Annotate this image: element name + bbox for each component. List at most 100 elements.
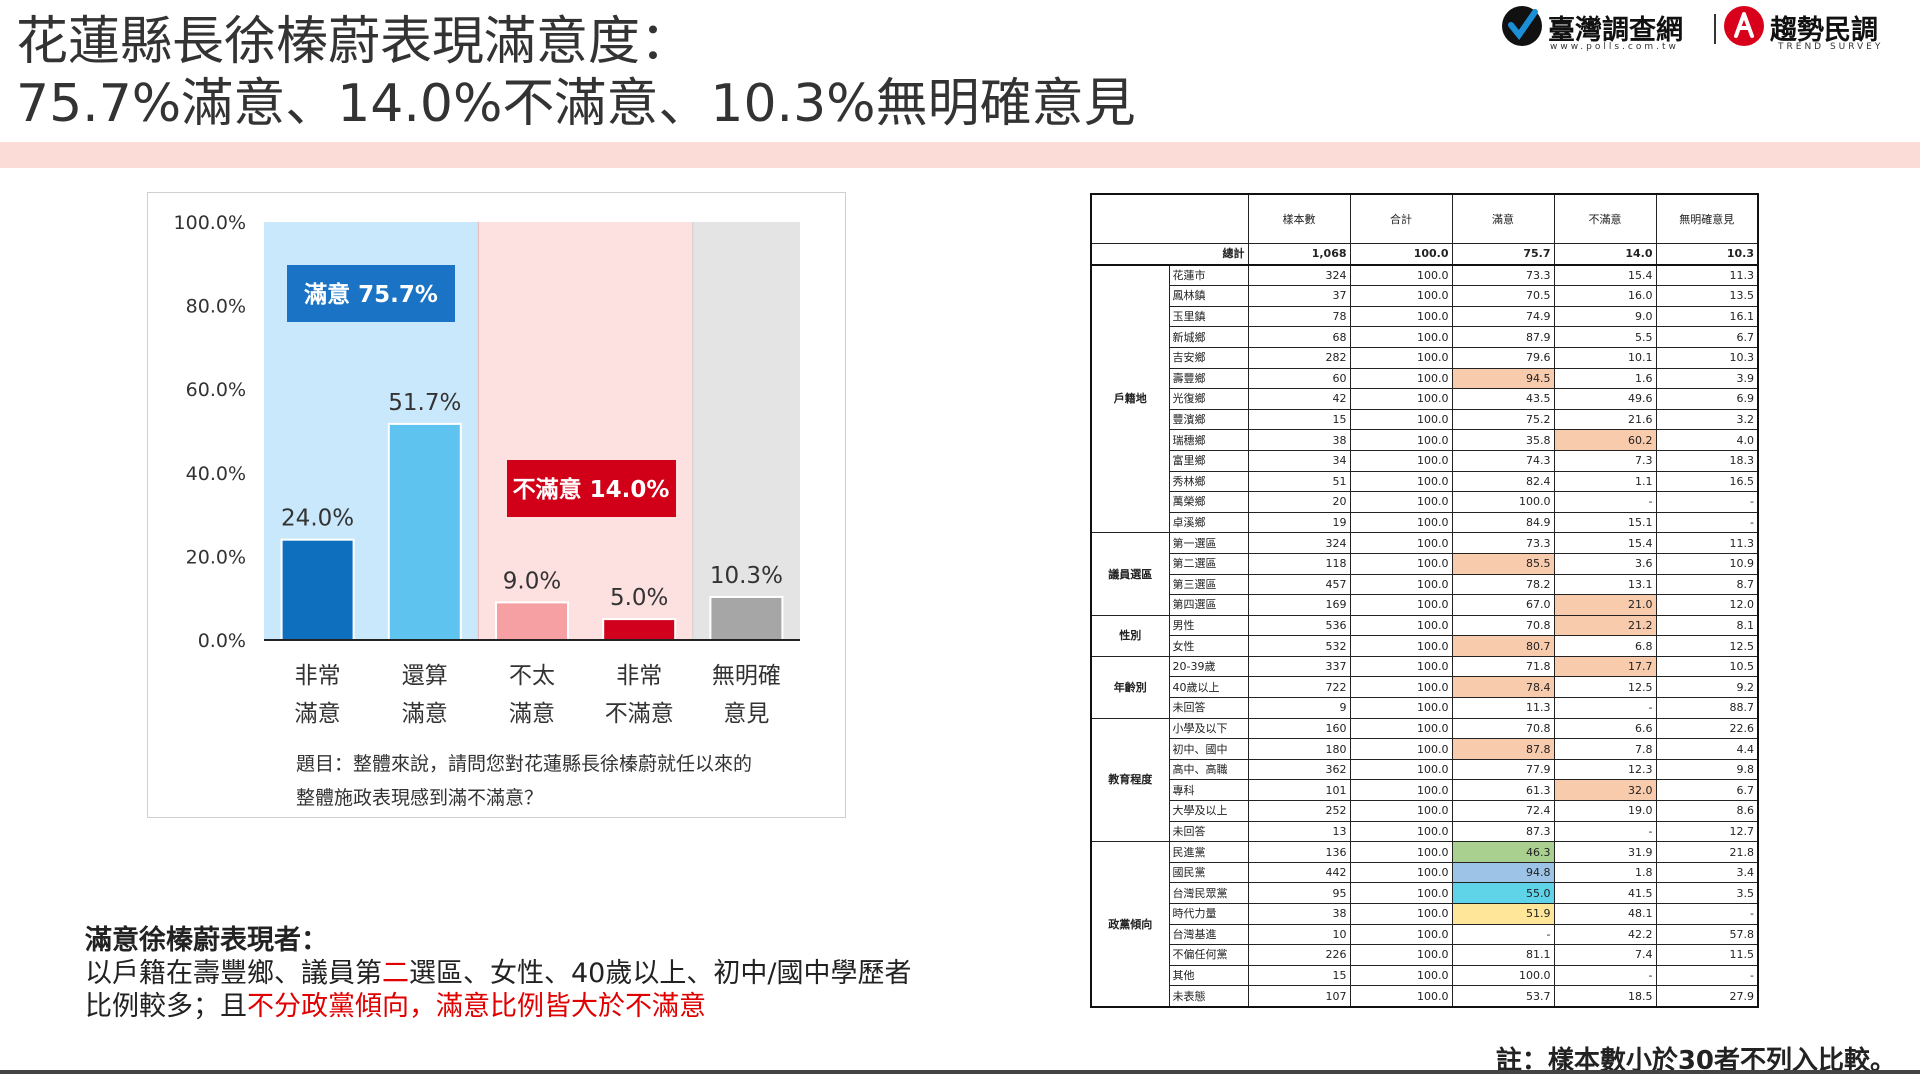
table-cell: 6.8 — [1553, 635, 1657, 657]
table-cell: 722 — [1247, 676, 1351, 699]
y-tick-label: 60.0% — [186, 379, 246, 401]
table-cell: 10.1 — [1553, 346, 1657, 369]
table-cell: 11.5 — [1655, 944, 1759, 966]
row-label: 大學及以上 — [1168, 800, 1249, 822]
y-tick-label: 0.0% — [198, 630, 246, 652]
table-row: 豐濱鄉 15 100.0 75.2 21.6 3.2 — [1091, 408, 1759, 431]
y-tick-label: 80.0% — [186, 296, 246, 318]
table-cell: 100.0 — [1349, 676, 1453, 699]
table-cell: 100.0 — [1349, 532, 1453, 554]
table-cell: 100.0 — [1349, 449, 1453, 472]
table-cell: 101 — [1247, 779, 1351, 802]
table-cell: 80.7 — [1451, 635, 1555, 657]
table-cell: 100.0 — [1349, 614, 1453, 637]
table-row: 初中、國中 180 100.0 87.8 7.8 4.4 — [1091, 738, 1759, 760]
table-cell: 12.5 — [1553, 676, 1657, 699]
table-cell: 12.7 — [1655, 820, 1759, 843]
bar-3 — [602, 618, 677, 642]
x-category-label: 非常 — [616, 663, 662, 689]
table-cell: 60.2 — [1553, 429, 1657, 451]
table-cell: 57.8 — [1655, 923, 1759, 946]
table-row: 台灣民眾黨 95 100.0 55.0 41.5 3.5 — [1091, 882, 1759, 904]
table-cell: 51.9 — [1451, 903, 1555, 925]
row-label: 吉安鄉 — [1168, 346, 1249, 369]
satisfied-total-label: 滿意 75.7% — [304, 281, 438, 308]
table-row: 戶籍地 花蓮市 324 100.0 73.3 15.4 11.3 — [1090, 264, 1759, 534]
table-cell: 100.0 — [1349, 429, 1453, 451]
table-row: 性別 男性 536 100.0 70.8 21.2 8.1 — [1090, 614, 1759, 657]
table-cell: 35.8 — [1451, 429, 1555, 451]
table-cell: - — [1553, 491, 1657, 513]
table-cell: 100.0 — [1349, 800, 1453, 822]
table-cell: 87.8 — [1451, 738, 1555, 760]
row-label: 20-39歲 — [1168, 655, 1249, 678]
summary-line-1-highlight: 二 — [382, 958, 409, 989]
question-text-line: 整體施政表現感到滿不滿意？ — [296, 787, 543, 809]
row-label: 未回答 — [1168, 820, 1249, 843]
row-label: 第四選區 — [1168, 594, 1249, 616]
row-label: 台灣基進 — [1168, 923, 1249, 946]
table-row: 台灣基進 10 100.0-42.2 57.8 — [1091, 923, 1759, 946]
table-cell: 15 — [1247, 408, 1351, 431]
row-label: 第二選區 — [1168, 552, 1249, 575]
table-cell: 100.0 — [1349, 841, 1453, 863]
table-cell: 85.5 — [1451, 552, 1555, 575]
group-label: 政黨傾向 — [1090, 841, 1170, 1008]
table-cell: - — [1655, 511, 1759, 534]
table-row: 不偏任何黨 226 100.0 81.1 7.4 11.5 — [1091, 944, 1759, 966]
bar-1 — [387, 422, 462, 641]
table-cell: 10 — [1247, 923, 1351, 946]
table-cell: 61.3 — [1451, 779, 1555, 802]
table-cell: 21.8 — [1655, 841, 1759, 863]
page-title-line1: 花蓮縣長徐榛蔚表現滿意度： — [16, 12, 693, 72]
title-divider-band — [0, 142, 1920, 168]
table-cell: 73.3 — [1451, 264, 1555, 287]
table-row: 富里鄉 34 100.0 74.3 7.3 18.3 — [1091, 449, 1759, 472]
table-cell: 17.7 — [1553, 655, 1657, 678]
table-cell: 73.3 — [1451, 532, 1555, 554]
satisfied-total-label-box — [287, 265, 455, 322]
table-cell: 3.5 — [1655, 882, 1759, 904]
table-cell: 1,068 — [1247, 242, 1351, 266]
table-row: 第二選區 118 100.0 85.5 3.6 10.9 — [1091, 552, 1759, 575]
table-row: 萬榮鄉 20 100.0 100.0- - — [1091, 491, 1759, 513]
table-cell: 118 — [1247, 552, 1351, 575]
table-cell: 100.0 — [1349, 285, 1453, 307]
table-cell: 100.0 — [1349, 305, 1453, 328]
trend-survey-logo-icon — [1724, 6, 1764, 46]
table-cell: 41.5 — [1553, 882, 1657, 904]
table-cell: 55.0 — [1451, 882, 1555, 904]
table-cell: 100.0 — [1349, 944, 1453, 966]
summary-line-1-part-b: 選區、女性、40歲以上、初中/國中學歷者 — [409, 958, 912, 989]
table-cell: 337 — [1247, 655, 1351, 678]
table-row: 國民黨 442 100.0 94.8 1.8 3.4 — [1091, 861, 1759, 884]
table-cell: 100.0 — [1451, 491, 1555, 513]
bar-4 — [709, 595, 784, 642]
header-sample-size: 樣本數 — [1247, 193, 1351, 244]
table-cell: - — [1553, 820, 1657, 843]
table-row: 40歲以上 722 100.0 78.4 12.5 9.2 — [1091, 676, 1759, 699]
table-cell: 100.0 — [1349, 511, 1453, 534]
x-category-label: 還算 — [402, 663, 448, 689]
table-cell: 75.2 — [1451, 408, 1555, 431]
table-cell: 100.0 — [1349, 346, 1453, 369]
table-cell: 100.0 — [1349, 470, 1453, 493]
table-cell: 100.0 — [1349, 573, 1453, 596]
table-cell: 94.8 — [1451, 861, 1555, 884]
row-label: 花蓮市 — [1168, 264, 1249, 287]
table-cell: 78.2 — [1451, 573, 1555, 596]
summary-line-1-part-a: 以戶籍在壽豐鄉、議員第 — [85, 958, 382, 989]
table-cell: - — [1553, 964, 1657, 987]
table-cell: 14.0 — [1553, 242, 1657, 266]
bar-value-label: 5.0% — [610, 585, 668, 611]
group-label: 年齡別 — [1090, 655, 1170, 719]
table-cell: 180 — [1247, 738, 1351, 760]
table-cell: 457 — [1247, 573, 1351, 596]
table-cell: 100.0 — [1349, 697, 1453, 719]
table-cell: 60 — [1247, 367, 1351, 390]
table-cell: 1.8 — [1553, 861, 1657, 884]
table-cell: 100.0 — [1349, 552, 1453, 575]
group-label: 教育程度 — [1090, 717, 1170, 843]
table-cell: 78 — [1247, 305, 1351, 328]
table-cell: 8.7 — [1655, 573, 1759, 596]
